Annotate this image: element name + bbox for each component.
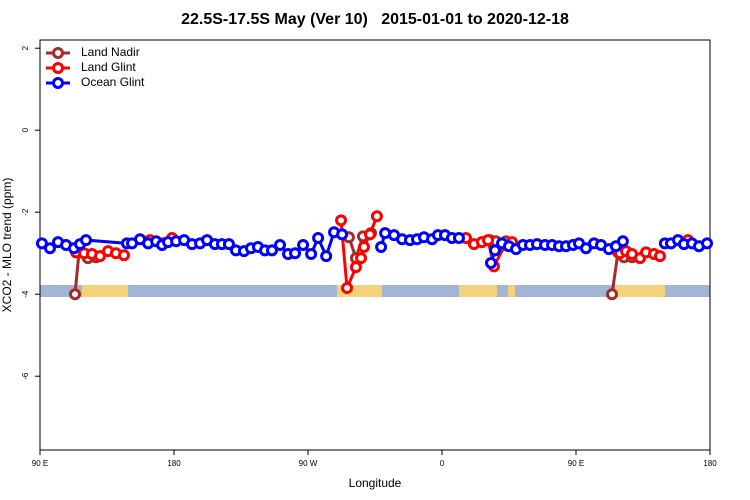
y-tick-label: -2 [21,208,30,216]
y-tick-label: -4 [21,290,30,298]
legend-label: Land Glint [81,60,136,74]
point [363,228,376,241]
point [482,234,495,247]
chart-title: 22.5S-17.5S May (Ver 10) 2015-01-01 to 2… [181,11,569,28]
x-axis-label: Longitude [349,476,402,490]
point [320,250,333,263]
x-tick-label: 90 E [568,459,584,468]
land-patch [82,285,128,297]
point [297,239,310,251]
legend-marker [52,47,64,59]
point [653,250,666,263]
point [357,241,370,254]
land-patch [615,285,665,297]
legend-marker [52,77,64,89]
point [305,248,318,261]
land-patch [459,285,497,297]
point [80,234,93,247]
point [274,239,287,251]
point [489,244,502,257]
point [452,232,465,245]
point [68,288,81,301]
point [335,214,348,227]
point [341,282,354,295]
land-mask [40,285,710,297]
point [349,261,362,274]
point [222,238,235,251]
point [336,228,349,241]
point [117,249,130,262]
point [265,244,278,257]
x-tick-label: 90 E [32,459,48,468]
point [616,235,629,248]
x-tick-label: 180 [703,459,717,468]
land-patch [508,285,515,297]
x-tick-label: 90 W [299,459,318,468]
y-axis-label: XCO2 - MLO trend (ppm) [0,178,14,313]
point [312,232,325,245]
point [43,242,56,255]
point [701,237,714,250]
y-tick-label: 0 [21,127,30,132]
legend-marker [52,62,64,74]
point [355,252,368,265]
point [289,247,302,260]
point [94,250,107,263]
point [375,241,388,254]
point [484,257,497,270]
point [606,288,619,301]
y-tick-label: 2 [21,45,30,50]
x-tick-label: 0 [440,459,445,468]
y-tick-label: -6 [21,372,30,380]
x-tick-label: 180 [167,459,181,468]
point [35,237,48,250]
point [579,242,592,255]
legend-label: Ocean Glint [81,75,145,89]
point [370,210,383,223]
legend-label: Land Nadir [81,45,140,59]
